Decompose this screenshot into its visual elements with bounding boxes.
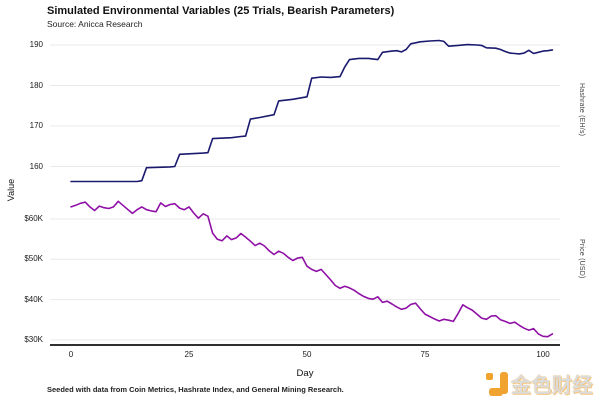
x-tick-label: 75: [420, 350, 430, 359]
y-axis-label: Value: [6, 178, 16, 202]
y-tick-label: $30K: [24, 334, 43, 344]
y-tick-label: 170: [29, 121, 43, 130]
x-tick-label: 100: [536, 350, 550, 359]
y-tick-label: 160: [29, 161, 43, 171]
y-tick-label: $50K: [24, 254, 43, 264]
hashrate-series-label: Hashrate (EH/s): [578, 83, 585, 137]
golden-finance-logo-icon: [486, 371, 508, 396]
chart-subtitle: Source: Anicca Research: [47, 19, 143, 29]
x-axis-label: Day: [296, 368, 314, 379]
x-tick-label: 50: [302, 350, 312, 359]
x-tick-label: 25: [184, 350, 194, 359]
hashrate-line-series: [70, 39, 554, 183]
x-tick-label: 0: [68, 350, 74, 359]
site-watermark: 金色财经: [486, 369, 593, 398]
price-series-label: Price (USD): [578, 239, 585, 279]
y-tick-label: $40K: [24, 294, 43, 304]
chart-title: Simulated Environmental Variables (25 Tr…: [47, 5, 395, 17]
data-source-caption: Seeded with data from Coin Metrics, Hash…: [47, 385, 344, 394]
y-tick-label: 180: [29, 80, 43, 90]
price-line-series: [70, 200, 554, 338]
watermark-text: 金色财经: [511, 375, 593, 397]
y-tick-label: $60K: [24, 214, 43, 223]
y-tick-label: 190: [29, 40, 43, 49]
